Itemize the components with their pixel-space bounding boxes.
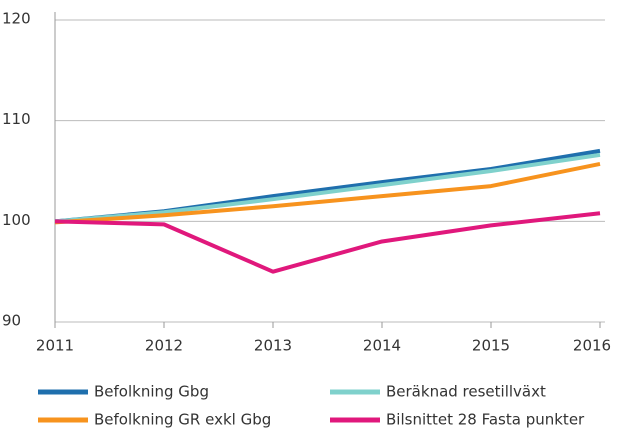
legend-label: Bilsnittet 28 Fasta punkter [386, 411, 585, 429]
legend-label: Befolkning GR exkl Gbg [94, 411, 271, 429]
y-tick-label: 90 [2, 312, 21, 330]
x-tick-label: 2011 [36, 337, 74, 355]
line-series [54, 152, 601, 224]
x-tick-label: 2015 [472, 337, 510, 355]
x-tick-label: 2012 [145, 337, 183, 355]
y-tick-label: 110 [2, 110, 31, 128]
legend-label: Beräknad resetillväxt [386, 383, 546, 401]
line-series [54, 161, 601, 225]
line-series [54, 148, 601, 224]
line-series [54, 211, 601, 274]
y-tick-label: 120 [2, 10, 31, 28]
x-tick-label: 2013 [254, 337, 292, 355]
y-tick-label: 100 [2, 211, 31, 229]
legend-label: Befolkning Gbg [94, 383, 209, 401]
x-tick-label: 2016 [573, 337, 611, 355]
x-tick-label: 2014 [363, 337, 401, 355]
